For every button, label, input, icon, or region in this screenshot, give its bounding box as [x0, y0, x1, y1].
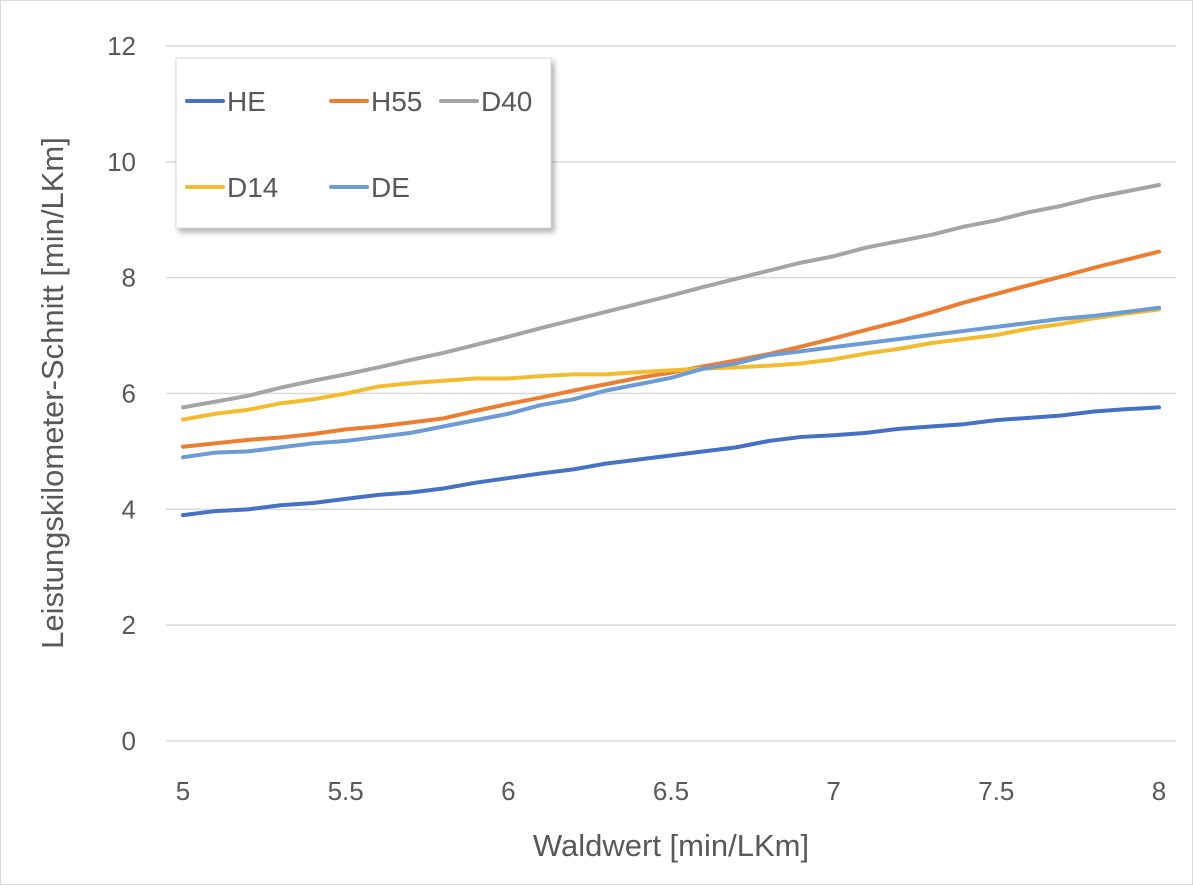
- x-tick-label: 5.5: [328, 776, 364, 806]
- legend-item-he: HE: [185, 86, 266, 117]
- x-tick-label: 6.5: [653, 776, 689, 806]
- series-line-he: [181, 405, 1161, 518]
- y-tick-label: 6: [122, 379, 136, 409]
- series-line-h55: [181, 249, 1161, 449]
- y-tick-label: 2: [122, 610, 136, 640]
- y-tick-label: 8: [122, 263, 136, 293]
- legend-label: DE: [371, 172, 410, 203]
- y-tick-label: 0: [122, 726, 136, 756]
- x-tick-label: 6: [501, 776, 515, 806]
- y-tick-labels: 0 2 4 6 8 10 12: [107, 31, 136, 756]
- series-line-de: [181, 305, 1161, 460]
- x-tick-label: 5: [176, 776, 190, 806]
- legend-item-h55: H55: [329, 86, 422, 117]
- x-tick-label: 7: [826, 776, 840, 806]
- legend-label: D40: [481, 86, 532, 117]
- legend-label: HE: [227, 86, 266, 117]
- series-lines: [181, 183, 1161, 518]
- y-tick-label: 10: [107, 147, 136, 177]
- x-axis-title: Waldwert [min/LKm]: [533, 828, 809, 863]
- legend-label: D14: [227, 172, 278, 203]
- x-tick-label: 7.5: [978, 776, 1014, 806]
- y-tick-label: 12: [107, 31, 136, 61]
- legend-item-d40: D40: [439, 86, 532, 117]
- legend-item-de: DE: [329, 172, 410, 203]
- series-line-d14: [181, 307, 1161, 422]
- x-tick-labels: 5 5.5 6 6.5 7 7.5 8: [176, 776, 1166, 806]
- series-line-d40: [181, 183, 1161, 410]
- y-tick-label: 4: [122, 494, 136, 524]
- legend: HE H55 D40 D14 DE: [175, 57, 552, 229]
- legend-item-d14: D14: [185, 172, 278, 203]
- x-tick-label: 8: [1152, 776, 1166, 806]
- legend-label: H55: [371, 86, 422, 117]
- y-axis-title: Leistungskilometer-Schnitt [min/LKm]: [35, 137, 70, 649]
